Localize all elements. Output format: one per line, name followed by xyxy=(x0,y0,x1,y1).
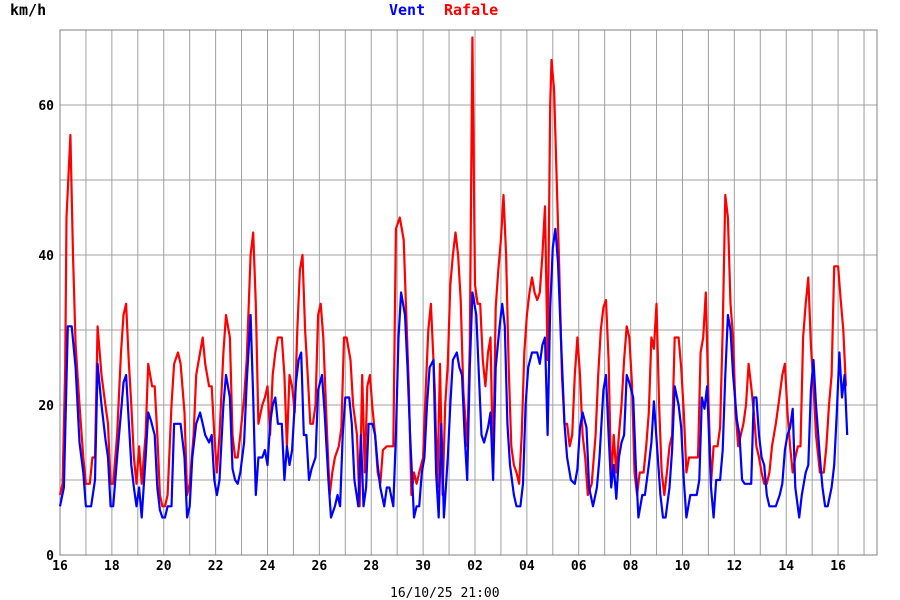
y-unit-label: km/h xyxy=(10,1,46,19)
grid-lines xyxy=(59,29,878,556)
x-tick-label: 28 xyxy=(363,559,379,574)
series-layer xyxy=(58,36,849,519)
legend-rafale: Rafale xyxy=(444,1,498,19)
y-tick-label: 40 xyxy=(38,249,54,264)
x-tick-label: 12 xyxy=(727,559,743,574)
x-tick-label: 18 xyxy=(104,559,120,574)
x-tick-label: 16 xyxy=(830,559,846,574)
y-tick-label: 60 xyxy=(38,99,54,114)
x-tick-label: 16 xyxy=(52,559,68,574)
x-tick-label: 06 xyxy=(571,559,587,574)
x-tick-label: 14 xyxy=(778,559,794,574)
y-tick-label: 0 xyxy=(46,549,54,564)
x-tick-label: 30 xyxy=(415,559,431,574)
timestamp-label: 16/10/25 21:00 xyxy=(390,586,500,600)
x-tick-label: 04 xyxy=(519,559,535,574)
plot-frame xyxy=(59,29,878,556)
x-tick-label: 02 xyxy=(467,559,483,574)
x-tick-label: 24 xyxy=(260,559,276,574)
y-tick-label: 20 xyxy=(38,399,54,414)
x-tick-label: 08 xyxy=(623,559,639,574)
x-tick-label: 22 xyxy=(208,559,224,574)
legend-vent: Vent xyxy=(389,1,425,19)
x-tick-label: 10 xyxy=(675,559,691,574)
x-tick-label: 26 xyxy=(312,559,328,574)
x-tick-label: 20 xyxy=(156,559,172,574)
series-line-vent xyxy=(58,227,849,519)
